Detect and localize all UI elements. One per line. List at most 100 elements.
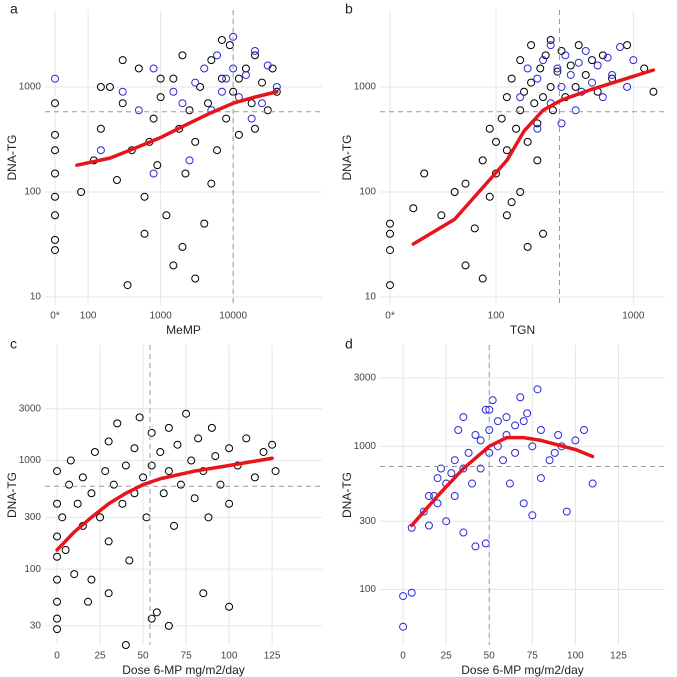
y-axis-label: DNA-TG [340,472,354,518]
point [139,473,148,482]
point [109,480,118,489]
point [649,87,658,96]
point [464,448,473,457]
point [134,106,143,115]
point [561,51,570,60]
point [485,124,494,133]
point [512,124,521,133]
y-tick-label: 1000 [19,82,42,93]
point [159,489,168,498]
point [437,211,446,220]
point [53,532,62,541]
point [528,511,537,520]
point [502,211,511,220]
point [187,456,196,465]
point [250,46,259,55]
point [104,437,113,446]
point [574,58,583,67]
point [523,242,532,251]
point [66,456,75,465]
point [112,176,121,185]
point [566,70,575,79]
x-tick-label: 125 [264,651,281,662]
point [546,35,555,44]
panel-label: d [345,336,353,352]
y-tick-label: 10 [365,292,377,303]
point [213,146,222,155]
y-tick-label: 300 [359,516,376,527]
point [121,641,130,649]
point [170,521,179,530]
point [104,537,113,546]
point [493,417,502,426]
point [234,74,243,83]
y-tick-label: 100 [24,564,41,575]
point [96,513,105,522]
point [263,61,272,70]
point [250,124,259,133]
point [553,64,562,73]
point [84,597,93,606]
point [156,74,165,83]
point [519,417,528,426]
panel-label: c [10,336,17,352]
point [77,187,86,196]
point [242,434,251,443]
point [386,219,394,228]
point [250,473,259,482]
point [623,41,632,50]
point [51,246,59,255]
point [557,82,566,91]
point [96,82,105,91]
x-axis-label: Dose 6-MP mg/m2/day [122,663,245,677]
point [450,491,459,500]
point [149,114,158,123]
point [156,447,165,456]
point [476,436,485,445]
point [247,114,256,123]
point [152,608,161,617]
point [409,204,418,213]
point [130,444,139,453]
point [478,274,487,283]
y-tick-label: 3000 [19,403,42,414]
point [73,499,82,508]
point [134,64,143,73]
point [459,413,468,422]
point [259,447,268,456]
point [225,602,234,611]
point [533,74,542,83]
point [169,74,178,83]
point [211,452,220,461]
point [185,156,194,165]
point [476,464,485,473]
point [140,229,149,238]
point [533,156,542,165]
point [461,179,470,188]
x-tick-label: 0* [385,311,395,322]
point [459,528,468,537]
point [420,169,429,178]
point [51,192,59,201]
point [533,385,542,394]
point [447,469,456,478]
point [53,625,62,634]
point [470,224,479,233]
point [519,499,528,508]
point [125,556,134,565]
point [53,467,62,476]
point [566,61,575,70]
point [545,456,554,465]
point [516,106,525,115]
point [442,517,451,526]
x-tick-label: 125 [610,651,627,662]
point [557,119,566,128]
point [181,169,190,178]
x-axis-label: TGN [510,323,535,337]
point [178,242,187,251]
point [502,413,511,422]
point [263,106,272,115]
y-tick-label: 1000 [354,441,377,452]
point [436,464,445,473]
point [623,82,632,91]
